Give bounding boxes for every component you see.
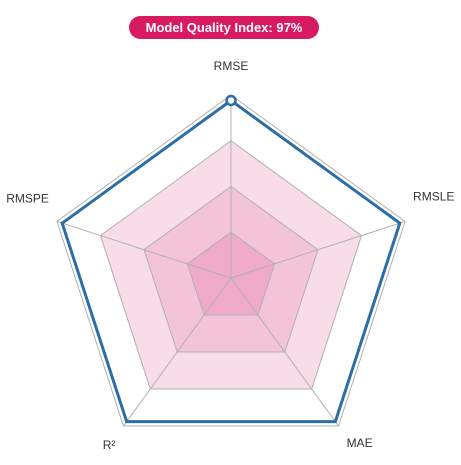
spoke-4 <box>56 220 232 279</box>
radar-axis-labels: RMSE RMSLE MAE R² RMSPE <box>6 59 454 452</box>
axis-label-3: R² <box>103 438 116 452</box>
spoke-3 <box>123 277 232 427</box>
axis-label-2: MAE <box>347 436 373 450</box>
spoke-2 <box>230 277 339 427</box>
series-point-highlight <box>225 94 237 107</box>
radar-series <box>60 94 402 424</box>
series-line-0 <box>60 98 402 424</box>
spoke-1 <box>230 220 406 279</box>
axis-label-0: RMSE <box>214 59 249 73</box>
radar-spokes <box>56 95 406 427</box>
model-quality-badge: Model Quality Index: 97% <box>129 16 319 39</box>
axis-label-4: RMSPE <box>6 192 49 206</box>
axis-label-1: RMSLE <box>413 190 454 204</box>
